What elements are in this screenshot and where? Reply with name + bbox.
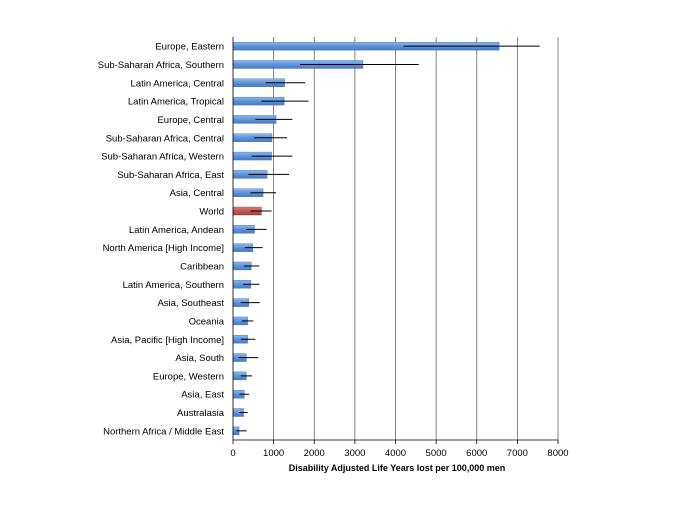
category-label: Australasia (177, 408, 225, 419)
category-label: Europe, Eastern (155, 42, 224, 53)
x-tick-label: 0 (230, 448, 235, 459)
category-label: Europe, Western (153, 371, 224, 382)
category-label: Europe, Central (157, 115, 224, 126)
x-tick-label: 8000 (547, 448, 568, 459)
category-label: Latin America, Central (131, 78, 224, 89)
category-label: Sub-Saharan Africa, East (117, 170, 224, 181)
category-label: Asia, Southeast (157, 298, 224, 309)
category-label: Oceania (189, 316, 225, 327)
x-tick-label: 3000 (344, 448, 365, 459)
category-label: Latin America, Andean (129, 225, 224, 236)
category-label: Asia, Central (170, 188, 224, 199)
x-axis: 0 1000 2000 3000 4000 5000 6000 7000 8000 (230, 37, 569, 459)
category-label: Asia, Pacific [High Income] (111, 335, 224, 346)
category-label: Latin America, Southern (123, 280, 224, 291)
x-tick-label: 7000 (507, 448, 528, 459)
x-tick-label: 2000 (304, 448, 325, 459)
x-tick-label: 5000 (426, 448, 447, 459)
category-label: Asia, South (175, 353, 224, 364)
x-tick-label: 1000 (263, 448, 284, 459)
category-label: Sub-Saharan Africa, Southern (98, 60, 224, 71)
category-label: Sub-Saharan Africa, Central (106, 133, 224, 144)
category-label: Latin America, Tropical (128, 97, 224, 108)
error-bars (236, 45, 540, 432)
category-label: North America [High Income] (103, 243, 224, 254)
category-label: Asia, East (181, 390, 224, 401)
category-label: World (199, 207, 224, 218)
category-label: Northern Africa / Middle East (103, 426, 224, 437)
x-tick-label: 6000 (466, 448, 487, 459)
category-labels: Europe, Eastern Sub-Saharan Africa, South… (98, 42, 225, 438)
x-tick-label: 4000 (385, 448, 406, 459)
category-label: Sub-Saharan Africa, Western (101, 152, 224, 163)
x-axis-title: Disability Adjusted Life Years lost per … (289, 463, 506, 473)
gridlines (273, 37, 559, 440)
category-label: Caribbean (180, 261, 224, 272)
